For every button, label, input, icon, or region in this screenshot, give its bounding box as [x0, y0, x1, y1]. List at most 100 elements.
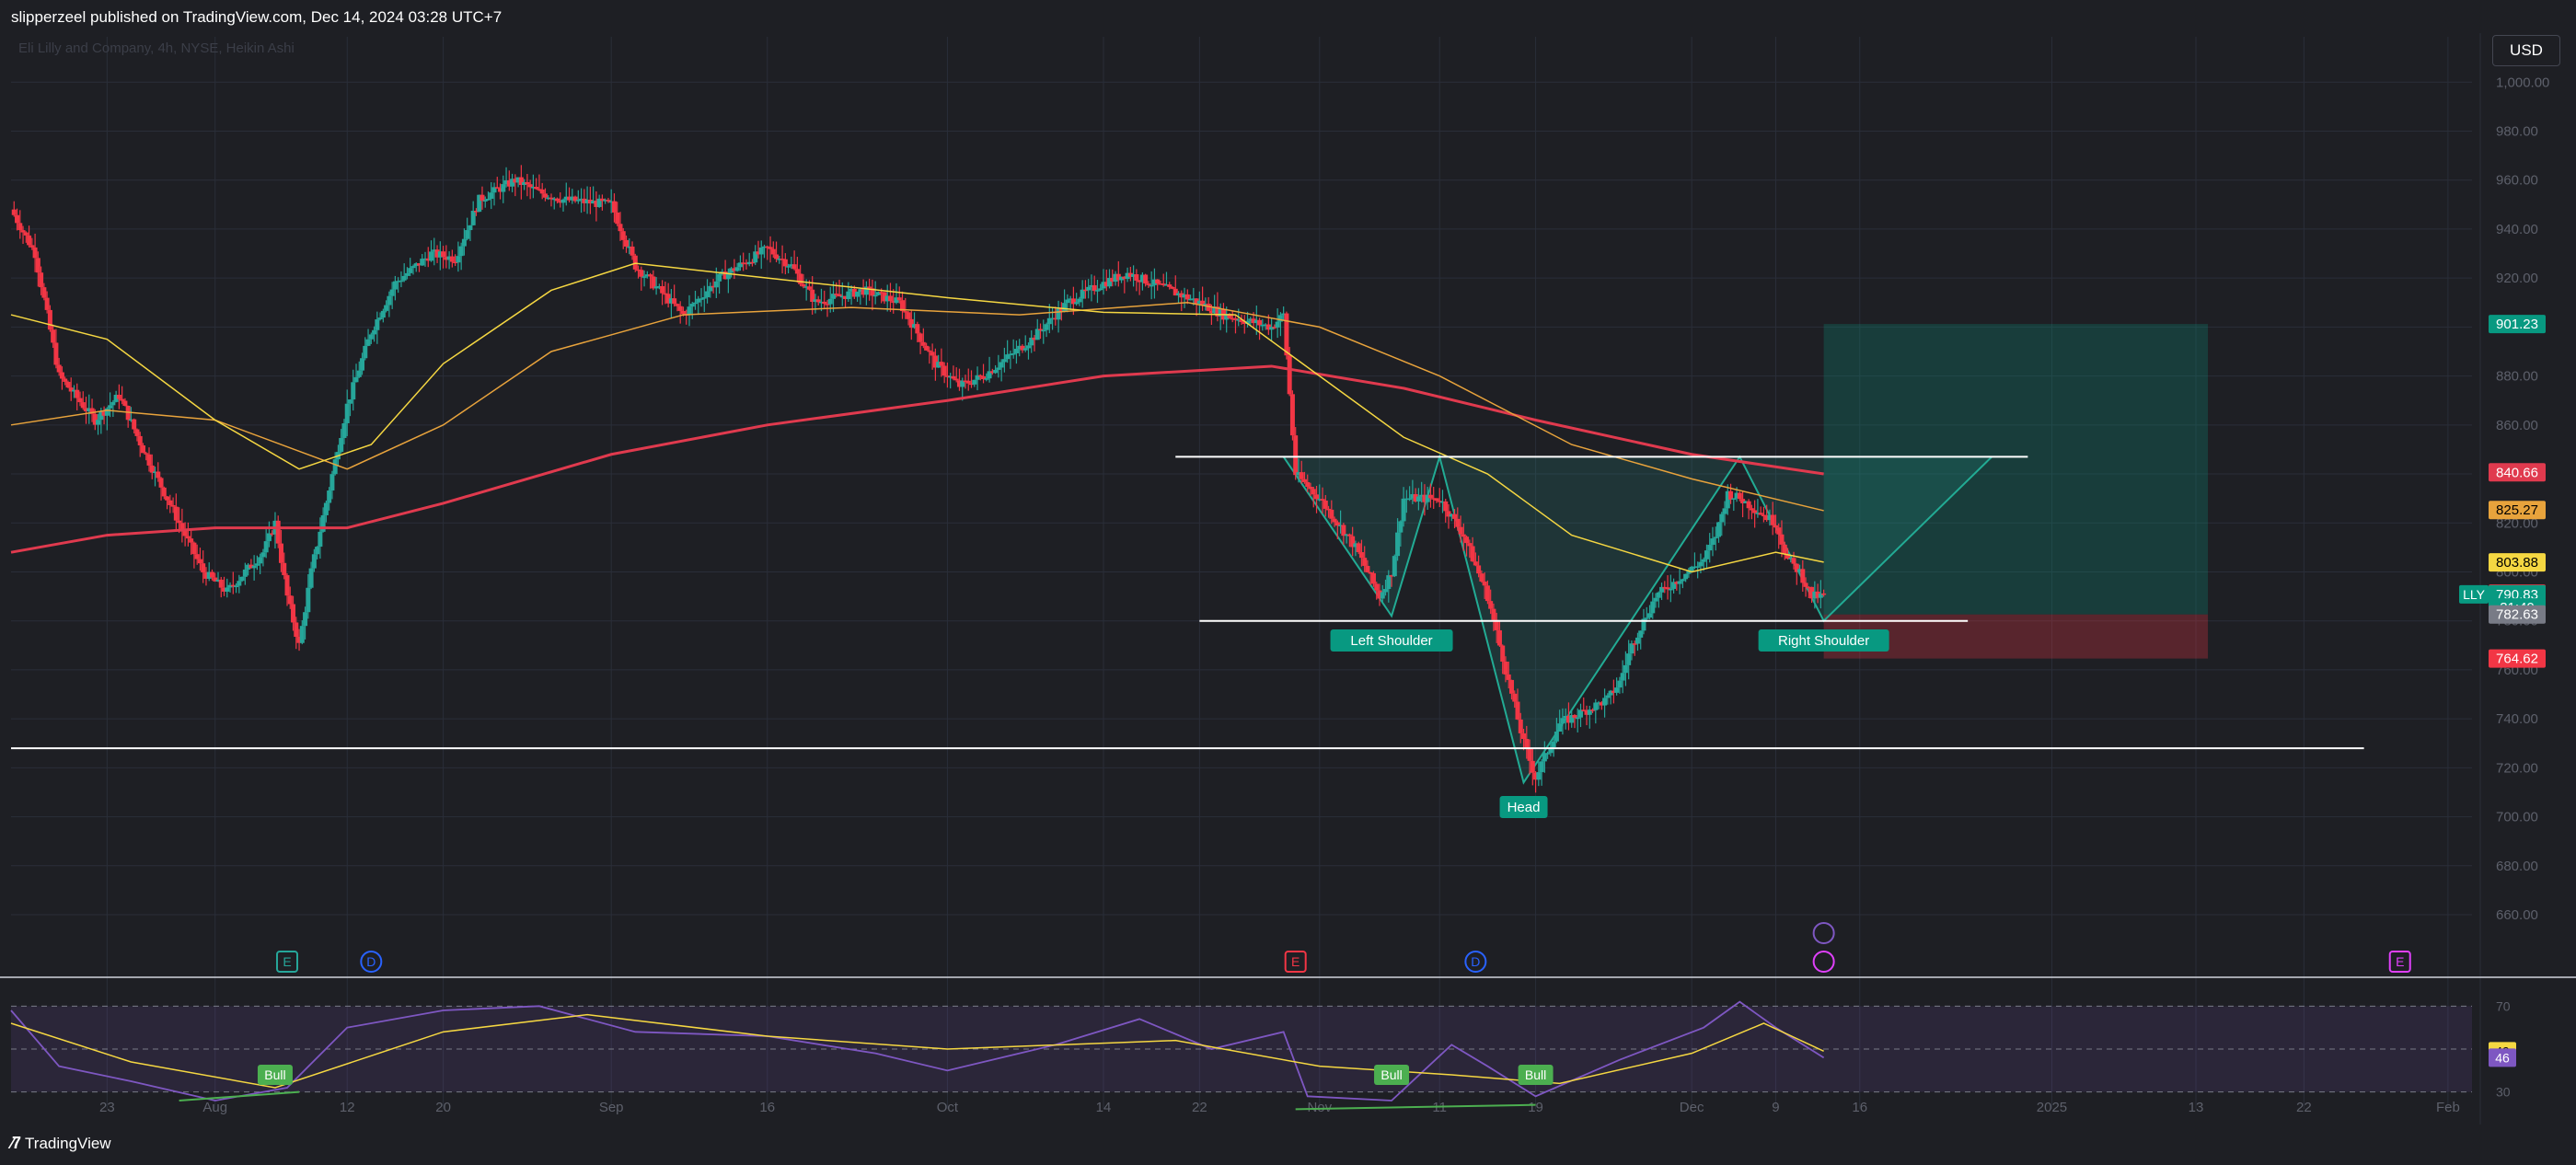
- candle-body: [1395, 532, 1401, 557]
- tradingview-logo[interactable]: ⁄7 TradingView: [11, 1134, 111, 1153]
- candle-body: [1172, 288, 1178, 296]
- candle-body: [1025, 345, 1031, 349]
- candle-body: [260, 552, 266, 558]
- candle-body: [534, 187, 539, 190]
- candle-body: [849, 288, 854, 292]
- candle-body: [915, 324, 920, 334]
- candle-body: [1191, 298, 1196, 300]
- candle-body: [1515, 701, 1520, 720]
- y-tick-label: 820.00: [2496, 515, 2538, 531]
- candle-body: [449, 256, 455, 262]
- dividend-event-icon[interactable]: [1464, 951, 1487, 973]
- candle-body: [1362, 558, 1368, 566]
- bull-divergence-line: [1295, 1103, 1536, 1111]
- candle-body: [1242, 321, 1247, 324]
- candle-body: [813, 299, 818, 303]
- candle-body: [1782, 544, 1787, 555]
- candle-body: [1034, 329, 1040, 340]
- candle-body: [1590, 709, 1596, 711]
- candle-body: [1323, 500, 1328, 509]
- candle-body: [672, 298, 677, 305]
- candle-body: [956, 380, 962, 387]
- price-chart[interactable]: 1,000.00980.00960.00940.00920.00900.0088…: [0, 0, 2576, 1125]
- candle-body: [765, 246, 770, 248]
- earnings-event-icon[interactable]: [2388, 951, 2411, 973]
- candle-body: [1374, 583, 1380, 591]
- candle-body: [701, 297, 707, 299]
- candle-body: [1755, 513, 1761, 514]
- candle-body: [1599, 702, 1604, 706]
- event-letter: E: [1291, 954, 1300, 969]
- candle-body: [1605, 695, 1611, 698]
- candle-body: [416, 263, 422, 266]
- candle-body: [1208, 310, 1214, 314]
- candle-body: [611, 201, 617, 213]
- candle-body: [953, 378, 959, 381]
- candle-body: [227, 584, 233, 588]
- candle-body: [1488, 601, 1494, 609]
- candle-body: [332, 459, 338, 475]
- candle-body: [494, 187, 500, 189]
- news-event-icon[interactable]: [1812, 922, 1835, 944]
- earnings-event-icon[interactable]: [1284, 951, 1307, 973]
- currency-button[interactable]: USD: [2492, 35, 2560, 66]
- candle-body: [1127, 272, 1133, 277]
- candle-body: [867, 286, 872, 289]
- candle-body: [1650, 601, 1656, 614]
- candle-body: [503, 180, 509, 185]
- candle-body: [1158, 283, 1163, 285]
- candle-body: [1103, 282, 1109, 287]
- candle-body: [687, 306, 692, 316]
- candle-body: [1314, 494, 1320, 500]
- split-event-icon[interactable]: [1812, 951, 1835, 973]
- candle-body: [429, 251, 434, 261]
- rsi-level-label: 70: [2496, 998, 2511, 1013]
- candle-body: [891, 301, 896, 304]
- x-tick-label: 22: [1192, 1100, 1207, 1115]
- candle-body: [920, 341, 926, 346]
- ema-orange-line[interactable]: [10, 302, 1824, 512]
- candle-body: [675, 304, 680, 306]
- candle-body: [1101, 282, 1106, 289]
- candle-body: [837, 294, 842, 297]
- candle-body: [806, 286, 812, 290]
- rsi-ma-line[interactable]: [10, 1013, 1824, 1089]
- rsi-line[interactable]: [10, 1000, 1825, 1102]
- candle-body: [437, 251, 443, 258]
- candle-body: [479, 194, 485, 202]
- candle-body: [1386, 575, 1392, 590]
- candle-body: [1184, 294, 1190, 300]
- position-target-zone[interactable]: [1823, 324, 2209, 615]
- pattern-label: Right Shoulder: [1778, 633, 1869, 649]
- symbol-line: Eli Lilly and Company, 4h, NYSE, Heikin …: [18, 40, 295, 56]
- candle-body: [741, 262, 746, 264]
- candle-body: [218, 579, 224, 588]
- price-label: 803.88: [2496, 555, 2538, 571]
- candle-body: [404, 272, 410, 276]
- candle-body: [630, 246, 635, 256]
- candle-body: [128, 419, 133, 421]
- candle-body: [92, 413, 98, 425]
- candle-body: [284, 575, 290, 596]
- candle-body: [1131, 274, 1137, 277]
- candle-body: [668, 298, 674, 304]
- candle-body: [906, 312, 911, 319]
- candle-body: [225, 587, 230, 592]
- candle-body: [1809, 586, 1815, 599]
- candle-body: [365, 339, 371, 346]
- price-label: 764.62: [2496, 652, 2538, 667]
- candle-body: [396, 281, 401, 283]
- candle-body: [1577, 709, 1583, 718]
- earnings-event-icon[interactable]: [276, 951, 299, 973]
- candle-body: [1107, 277, 1113, 287]
- candle-body: [65, 381, 71, 388]
- dividend-event-icon[interactable]: [360, 951, 383, 973]
- candle-body: [306, 587, 311, 613]
- candle-body: [1257, 319, 1263, 326]
- candle-body: [1452, 513, 1458, 519]
- tradingview-logo-icon: ⁄7: [11, 1134, 21, 1152]
- candle-body: [1749, 508, 1754, 511]
- ema-yellow-line[interactable]: [10, 262, 1824, 573]
- candle-body: [215, 579, 221, 582]
- candle-body: [1230, 317, 1235, 320]
